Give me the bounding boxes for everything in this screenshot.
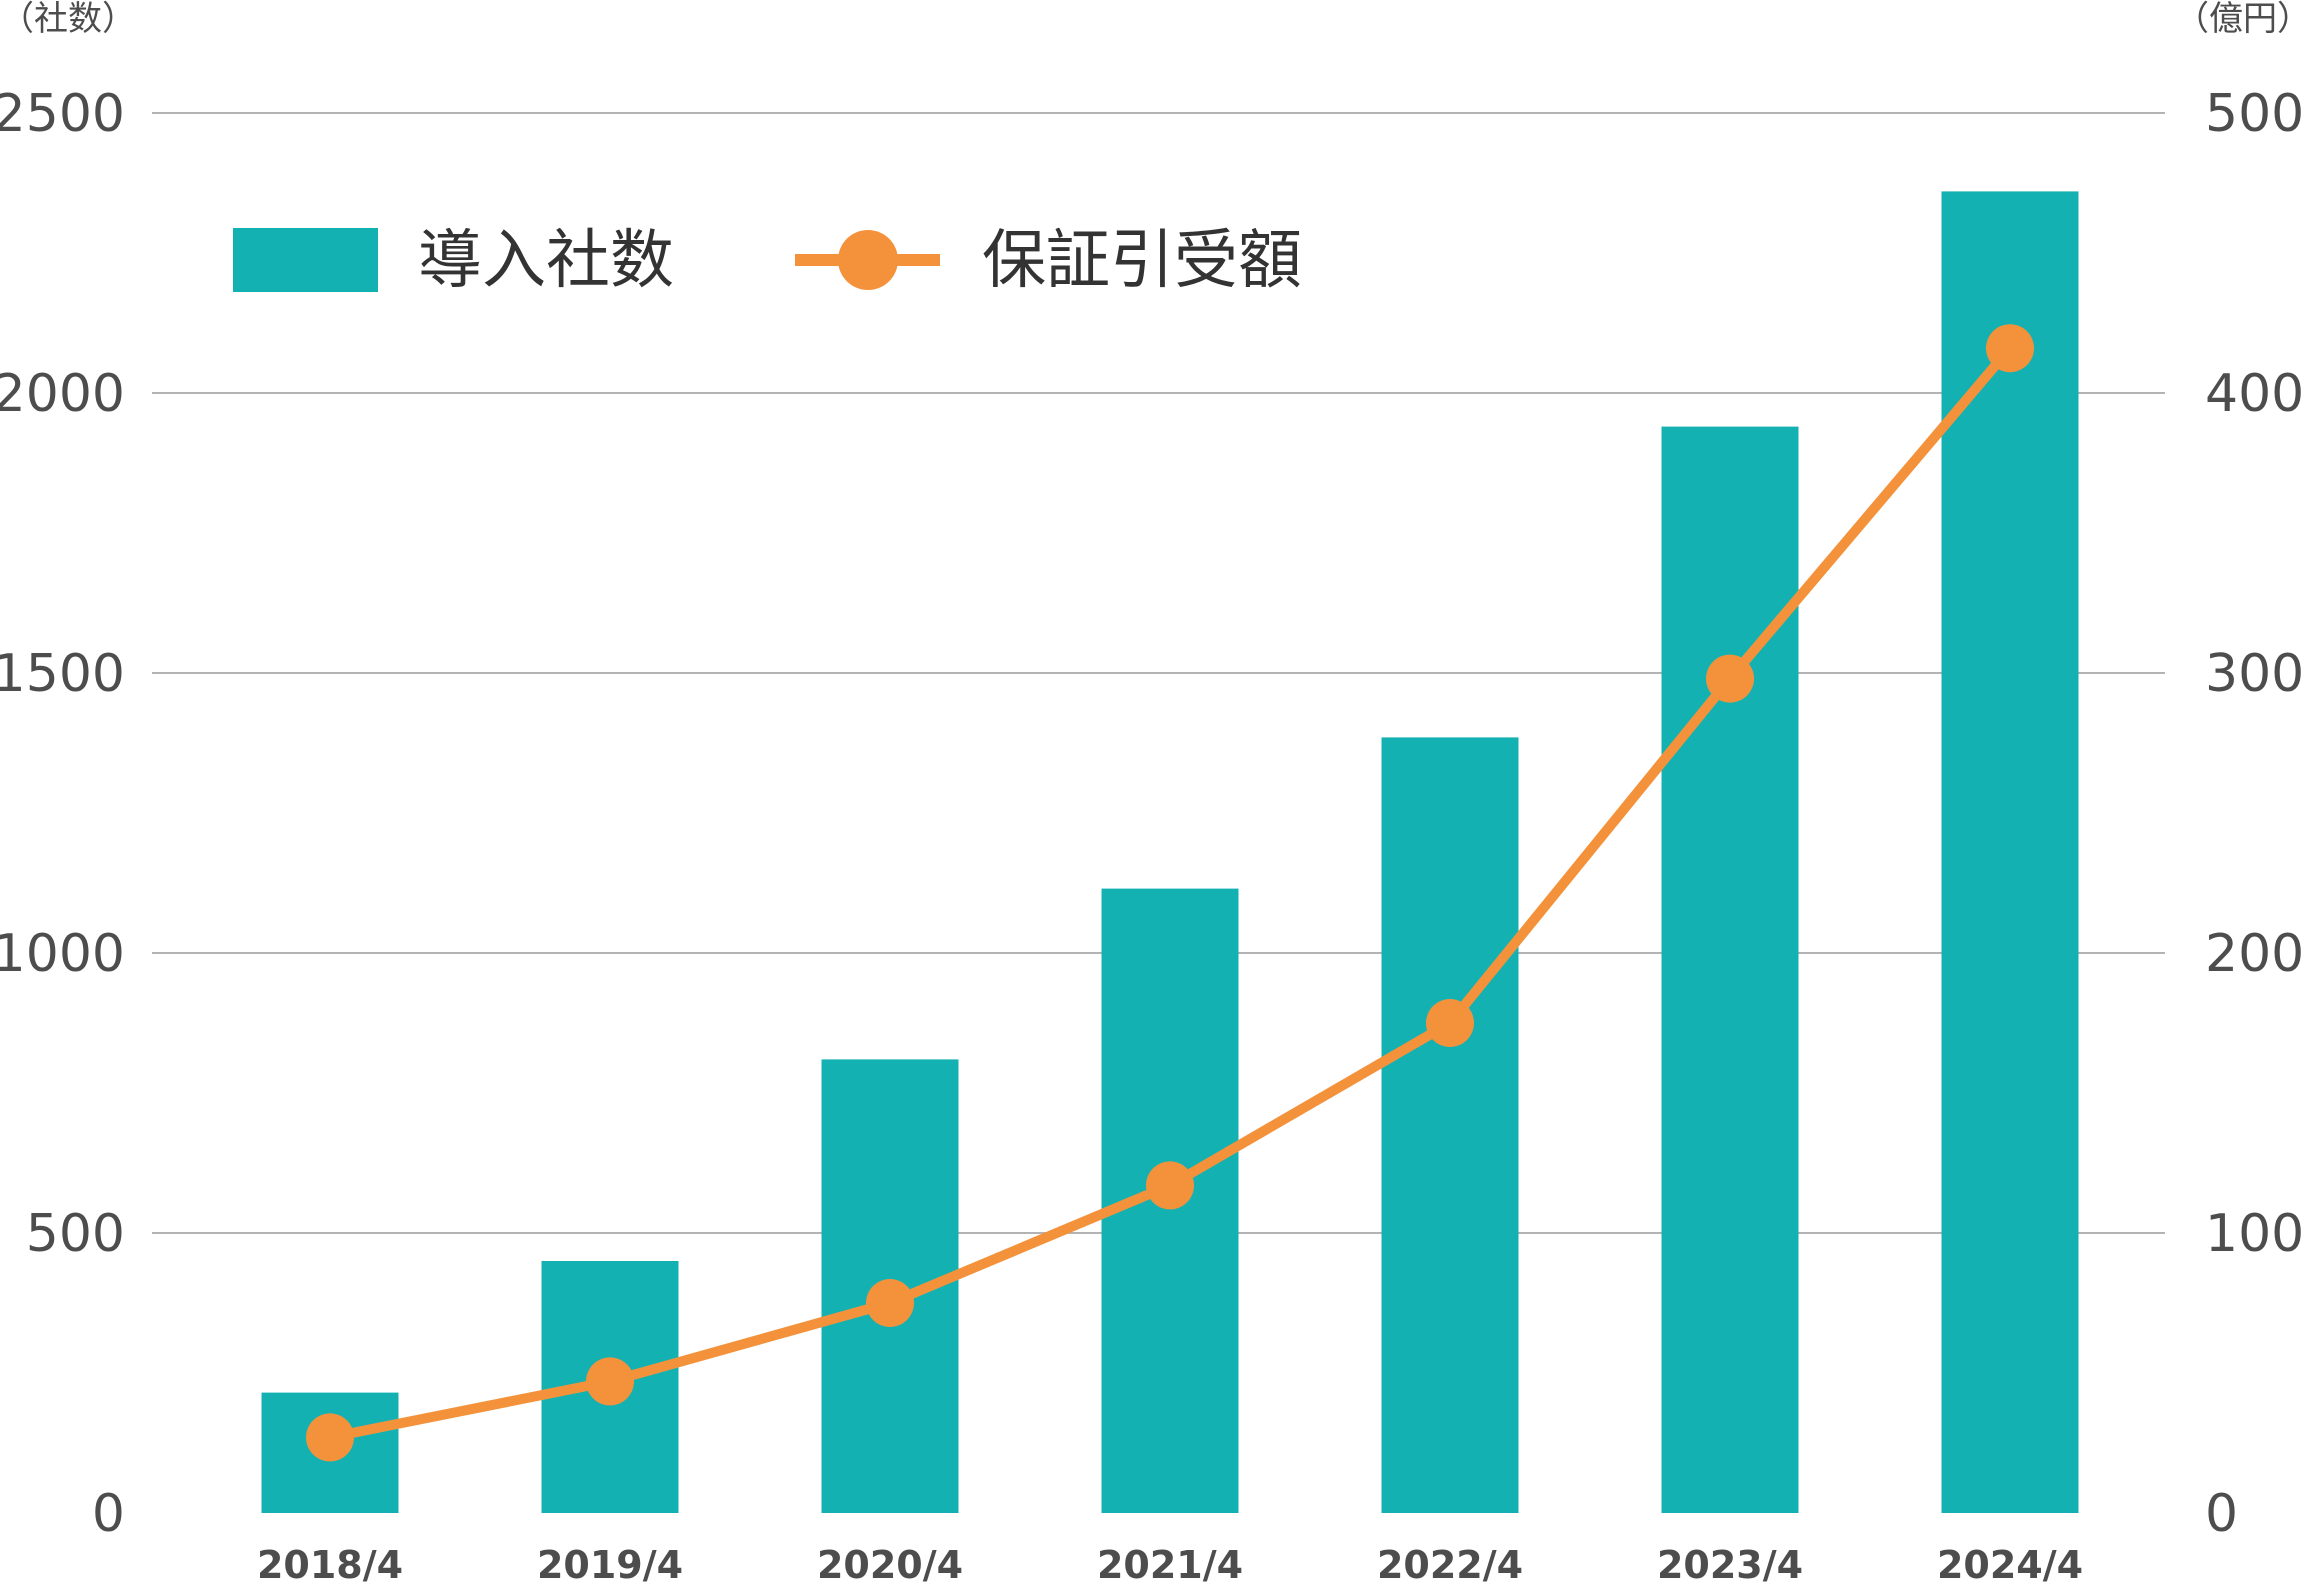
x-tick-label: 2022/4 xyxy=(1377,1543,1523,1587)
y-left-tick-label: 2000 xyxy=(0,364,125,424)
left-axis-unit: （社数） xyxy=(0,0,136,39)
x-tick-label: 2020/4 xyxy=(817,1543,963,1587)
line-point xyxy=(306,1413,354,1462)
legend-label-line: 保証引受額 xyxy=(982,224,1302,298)
bar xyxy=(1661,426,1799,1514)
x-tick-label: 2021/4 xyxy=(1097,1543,1243,1587)
y-right-tick-label: 100 xyxy=(2205,1204,2304,1264)
y-left-tick-label: 2500 xyxy=(0,84,125,144)
bar xyxy=(1381,737,1519,1513)
line-point xyxy=(866,1279,914,1327)
y-left-tick-label: 1000 xyxy=(0,924,125,984)
y-left-tick-label: 500 xyxy=(26,1204,125,1264)
axis-ticks: 0 500 1000 1500 2000 2500 0 100 200 300 400 500 2018… xyxy=(0,84,2304,1587)
line-point xyxy=(586,1357,634,1406)
x-tick-label: 2019/4 xyxy=(537,1543,683,1587)
legend-swatch-bar xyxy=(233,228,378,292)
y-right-tick-label: 500 xyxy=(2205,84,2304,144)
y-left-tick-label: 1500 xyxy=(0,644,125,704)
x-tick-label: 2023/4 xyxy=(1657,1543,1803,1587)
bar xyxy=(1941,191,2079,1513)
y-right-tick-label: 0 xyxy=(2205,1484,2238,1544)
line-point xyxy=(1146,1161,1194,1210)
bar-series xyxy=(261,191,2079,1514)
y-right-tick-label: 400 xyxy=(2205,364,2304,424)
right-axis-unit: （億円） xyxy=(2175,0,2311,39)
y-right-tick-label: 200 xyxy=(2205,924,2304,984)
legend-label-bar: 導入社数 xyxy=(418,224,674,298)
legend: 導入社数 保証引受額 xyxy=(233,224,1302,298)
legend-swatch-marker xyxy=(838,230,898,290)
y-left-tick-label: 0 xyxy=(92,1484,125,1544)
x-tick-label: 2018/4 xyxy=(257,1543,403,1587)
line-point xyxy=(1426,999,1474,1047)
y-right-tick-label: 300 xyxy=(2205,644,2304,704)
line-point xyxy=(1706,654,1754,703)
gridlines xyxy=(152,112,2165,1234)
line-point xyxy=(1986,324,2034,373)
x-tick-label: 2024/4 xyxy=(1937,1543,2083,1587)
line-series xyxy=(306,324,2034,1462)
